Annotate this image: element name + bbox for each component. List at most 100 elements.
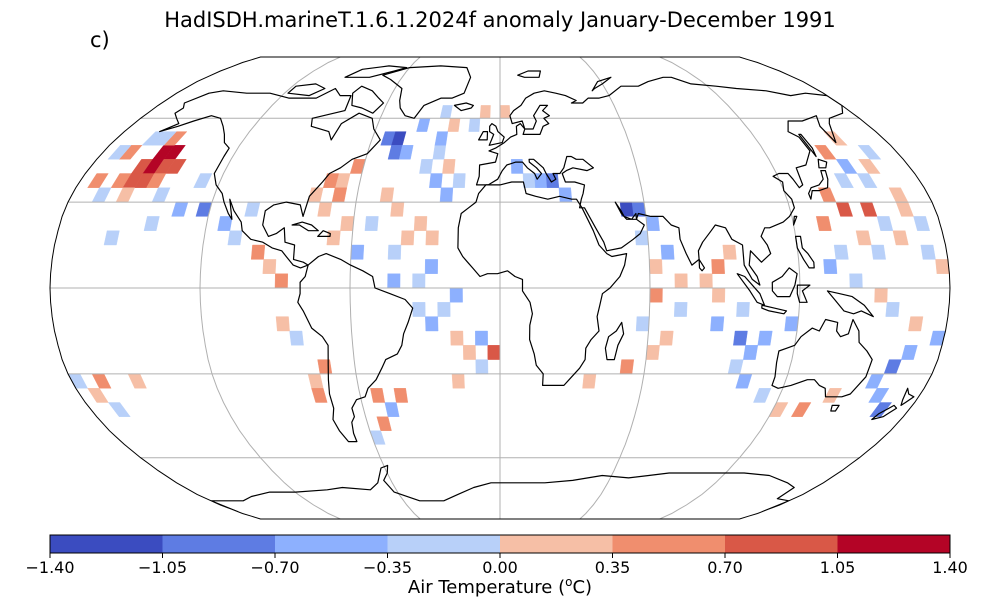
coastline-tasmania [830,404,840,412]
anomaly-cell [103,230,120,246]
anomaly-cell [864,373,885,389]
coastline-greenland [382,65,472,119]
colorbar-tick-label: −0.70 [250,558,300,577]
anomaly-cell [67,373,88,389]
anomaly-cell [815,216,832,231]
colorbar-tick-label: 1.05 [819,558,856,577]
anomaly-cell [141,131,167,146]
anomaly-cell [317,201,333,217]
anomaly-cell [429,173,443,188]
anomaly-cell [434,131,449,146]
anomaly-cell [451,373,465,389]
anomaly-cell [883,359,902,375]
anomaly-cell [437,302,451,317]
anomaly-cell [419,159,434,174]
anomaly-cell [171,201,189,217]
anomaly-cell [370,388,386,403]
anomaly-cell [143,216,160,231]
colorbar-tick-label: 0.00 [482,558,518,577]
coastline-layer [159,65,915,513]
anomaly-cells-layer [67,105,950,445]
anomaly-cell [452,173,466,188]
coastline-australia [771,318,873,398]
anomaly-cell [475,359,489,375]
coastline-taiwan [793,215,798,226]
anomaly-cell [387,273,401,289]
coastline-antarctica [210,464,795,513]
anomaly-cell [674,273,688,289]
anomaly-cell [849,273,863,289]
coastline-sulawesi [796,284,811,303]
anomaly-cell [193,173,213,188]
colorbar-tick-label: −1.40 [25,558,75,577]
anomaly-cell [107,402,131,417]
coastline-cuba [291,221,319,232]
anomaly-cell [892,230,909,246]
coastline-madagascar [604,321,625,361]
anomaly-cell [727,359,744,375]
anomaly-cell [753,388,772,403]
anomaly-cell [888,187,909,203]
anomaly-cell [91,187,112,203]
anomaly-cell [699,273,713,289]
anomaly-cell [424,259,439,274]
anomaly-cell [87,173,109,188]
anomaly-cell [736,302,750,317]
anomaly-cell [757,330,773,346]
anomaly-cell [895,201,914,217]
anomaly-cell [217,216,233,231]
coastline-ireland [478,131,489,141]
anomaly-cell [275,316,290,332]
anomaly-cell [711,259,725,274]
coastline-new-guinea [826,290,874,318]
anomaly-cell [835,159,858,174]
anomaly-cell [475,330,488,346]
anomaly-cell [522,173,536,188]
anomaly-cell [387,244,402,260]
coastline-nz-south [871,404,898,421]
anomaly-cell [822,388,843,403]
anomaly-cell [350,244,365,260]
colorbar-label: Air Temperature (oC) [407,575,593,598]
anomaly-cell [412,302,426,317]
anomaly-cell [376,416,392,431]
anomaly-cell [262,259,277,274]
anomaly-cell [913,216,930,231]
anomaly-cell [768,402,789,417]
anomaly-cell [869,402,893,417]
anomaly-cell [413,216,428,231]
anomaly-cell [439,105,453,119]
anomaly-cell [673,302,688,317]
anomaly-cell [227,230,243,246]
colorbar-tick-label: −1.05 [137,558,188,577]
anomaly-cell [823,259,838,274]
anomaly-cell [393,388,409,403]
coastline-hokkaido [817,158,828,169]
colorbar-tick-label: 0.35 [594,558,631,577]
coastline-arabian-inner [614,201,638,220]
anomaly-cell [447,118,461,132]
anomaly-cell [735,373,753,389]
anomaly-cell [487,345,501,360]
anomaly-cell [289,330,304,346]
anomaly-cell [416,118,431,132]
anomaly-cell [743,345,759,360]
coastline-java [761,304,788,315]
coastline-borneo [771,267,798,298]
anomaly-cell [856,173,878,188]
anomaly-cell [450,330,464,346]
coastline-eurasia [475,76,844,286]
anomaly-cell [929,330,946,346]
anomaly-cell [635,316,650,332]
coastline-ellesmere [344,65,408,78]
anomaly-cell [733,330,748,346]
anomaly-cell [659,330,674,346]
anomaly-cell [833,244,849,260]
anomaly-cell [127,373,147,389]
anomaly-cell [400,230,415,246]
coastline-great-britain [488,123,505,146]
anomaly-cell [859,201,878,217]
coastline-victoria [287,83,326,97]
anomaly-cell [244,201,261,217]
anomaly-cell [462,345,476,360]
